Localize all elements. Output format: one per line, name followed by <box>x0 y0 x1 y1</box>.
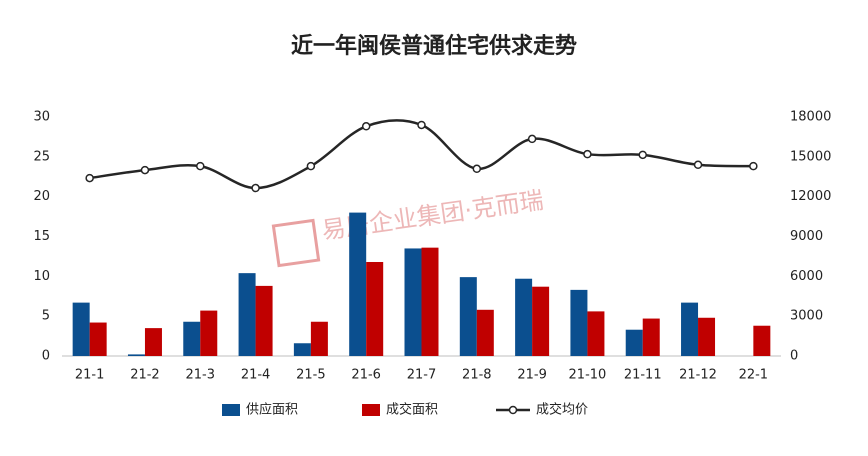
y-tick-label: 20 <box>33 189 50 204</box>
bar <box>72 302 90 356</box>
y-tick-label: 0 <box>42 349 50 364</box>
bar <box>570 289 588 356</box>
bar <box>183 321 201 356</box>
x-tick-label: 21-6 <box>351 368 381 383</box>
x-tick-label: 21-8 <box>462 368 492 383</box>
x-tick-label: 21-1 <box>75 368 105 383</box>
y2-tick-label: 15000 <box>790 149 831 164</box>
chart-title: 近一年闽侯普通住宅供求走势 <box>291 33 577 59</box>
legend-swatch <box>362 404 380 416</box>
line-marker <box>583 149 592 159</box>
line <box>89 119 754 190</box>
y-tick-label: 5 <box>42 309 50 324</box>
x-tick-label: 21-3 <box>186 368 216 383</box>
bar <box>753 325 771 356</box>
x-tick-label: 21-9 <box>517 368 547 383</box>
line-marker <box>140 165 150 175</box>
legend-swatch <box>222 404 240 416</box>
x-tick-label: 21-11 <box>624 368 662 383</box>
line-marker <box>693 160 703 170</box>
bar <box>587 311 605 356</box>
line-marker <box>361 122 371 131</box>
bar <box>144 328 162 356</box>
y2-tick-label: 0 <box>790 349 798 364</box>
bar <box>421 247 439 356</box>
bar <box>681 302 699 356</box>
bar <box>642 318 660 356</box>
bar <box>625 329 643 356</box>
line-marker <box>527 134 537 144</box>
x-tick-label: 21-10 <box>569 368 607 383</box>
line-marker <box>196 161 205 171</box>
bar <box>515 278 533 356</box>
line-marker <box>749 161 758 171</box>
legend-label: 供应面积 <box>246 402 298 418</box>
x-tick-label: 21-12 <box>679 368 717 383</box>
bar <box>89 322 107 356</box>
y-tick-label: 15 <box>33 229 50 244</box>
x-tick-label: 21-2 <box>130 368 160 383</box>
legend-label: 成交面积 <box>386 402 438 418</box>
x-tick-label: 21-5 <box>296 368 326 383</box>
x-tick-label: 21-4 <box>241 368 271 383</box>
bar <box>698 317 716 356</box>
line-marker <box>472 164 482 174</box>
line-marker <box>417 120 426 130</box>
legend-label: 成交均价 <box>536 402 588 418</box>
line-marker <box>306 161 316 171</box>
bar <box>532 286 550 356</box>
bar <box>476 309 494 356</box>
bar <box>200 310 218 356</box>
line-marker <box>638 150 647 160</box>
bar <box>404 248 422 356</box>
x-tick-label: 21-7 <box>407 368 437 383</box>
bar <box>255 285 273 356</box>
y2-tick-label: 9000 <box>790 229 823 244</box>
line-marker <box>85 173 94 183</box>
bar <box>127 354 145 356</box>
y-tick-label: 30 <box>33 110 50 125</box>
y2-tick-label: 3000 <box>790 309 823 324</box>
y2-tick-label: 6000 <box>790 269 823 284</box>
y-tick-label: 10 <box>33 269 50 284</box>
bar <box>349 212 367 356</box>
x-tick-label: 22-1 <box>739 368 769 383</box>
bar <box>293 343 311 356</box>
bar <box>459 277 477 356</box>
y-tick-label: 25 <box>33 149 50 164</box>
bar <box>366 261 384 356</box>
watermark-logo <box>271 218 321 268</box>
y2-tick-label: 12000 <box>790 189 831 204</box>
line-marker <box>251 183 260 193</box>
legend-marker <box>508 405 518 415</box>
bar <box>310 321 328 356</box>
bar <box>238 273 256 356</box>
y2-tick-label: 18000 <box>790 110 831 125</box>
